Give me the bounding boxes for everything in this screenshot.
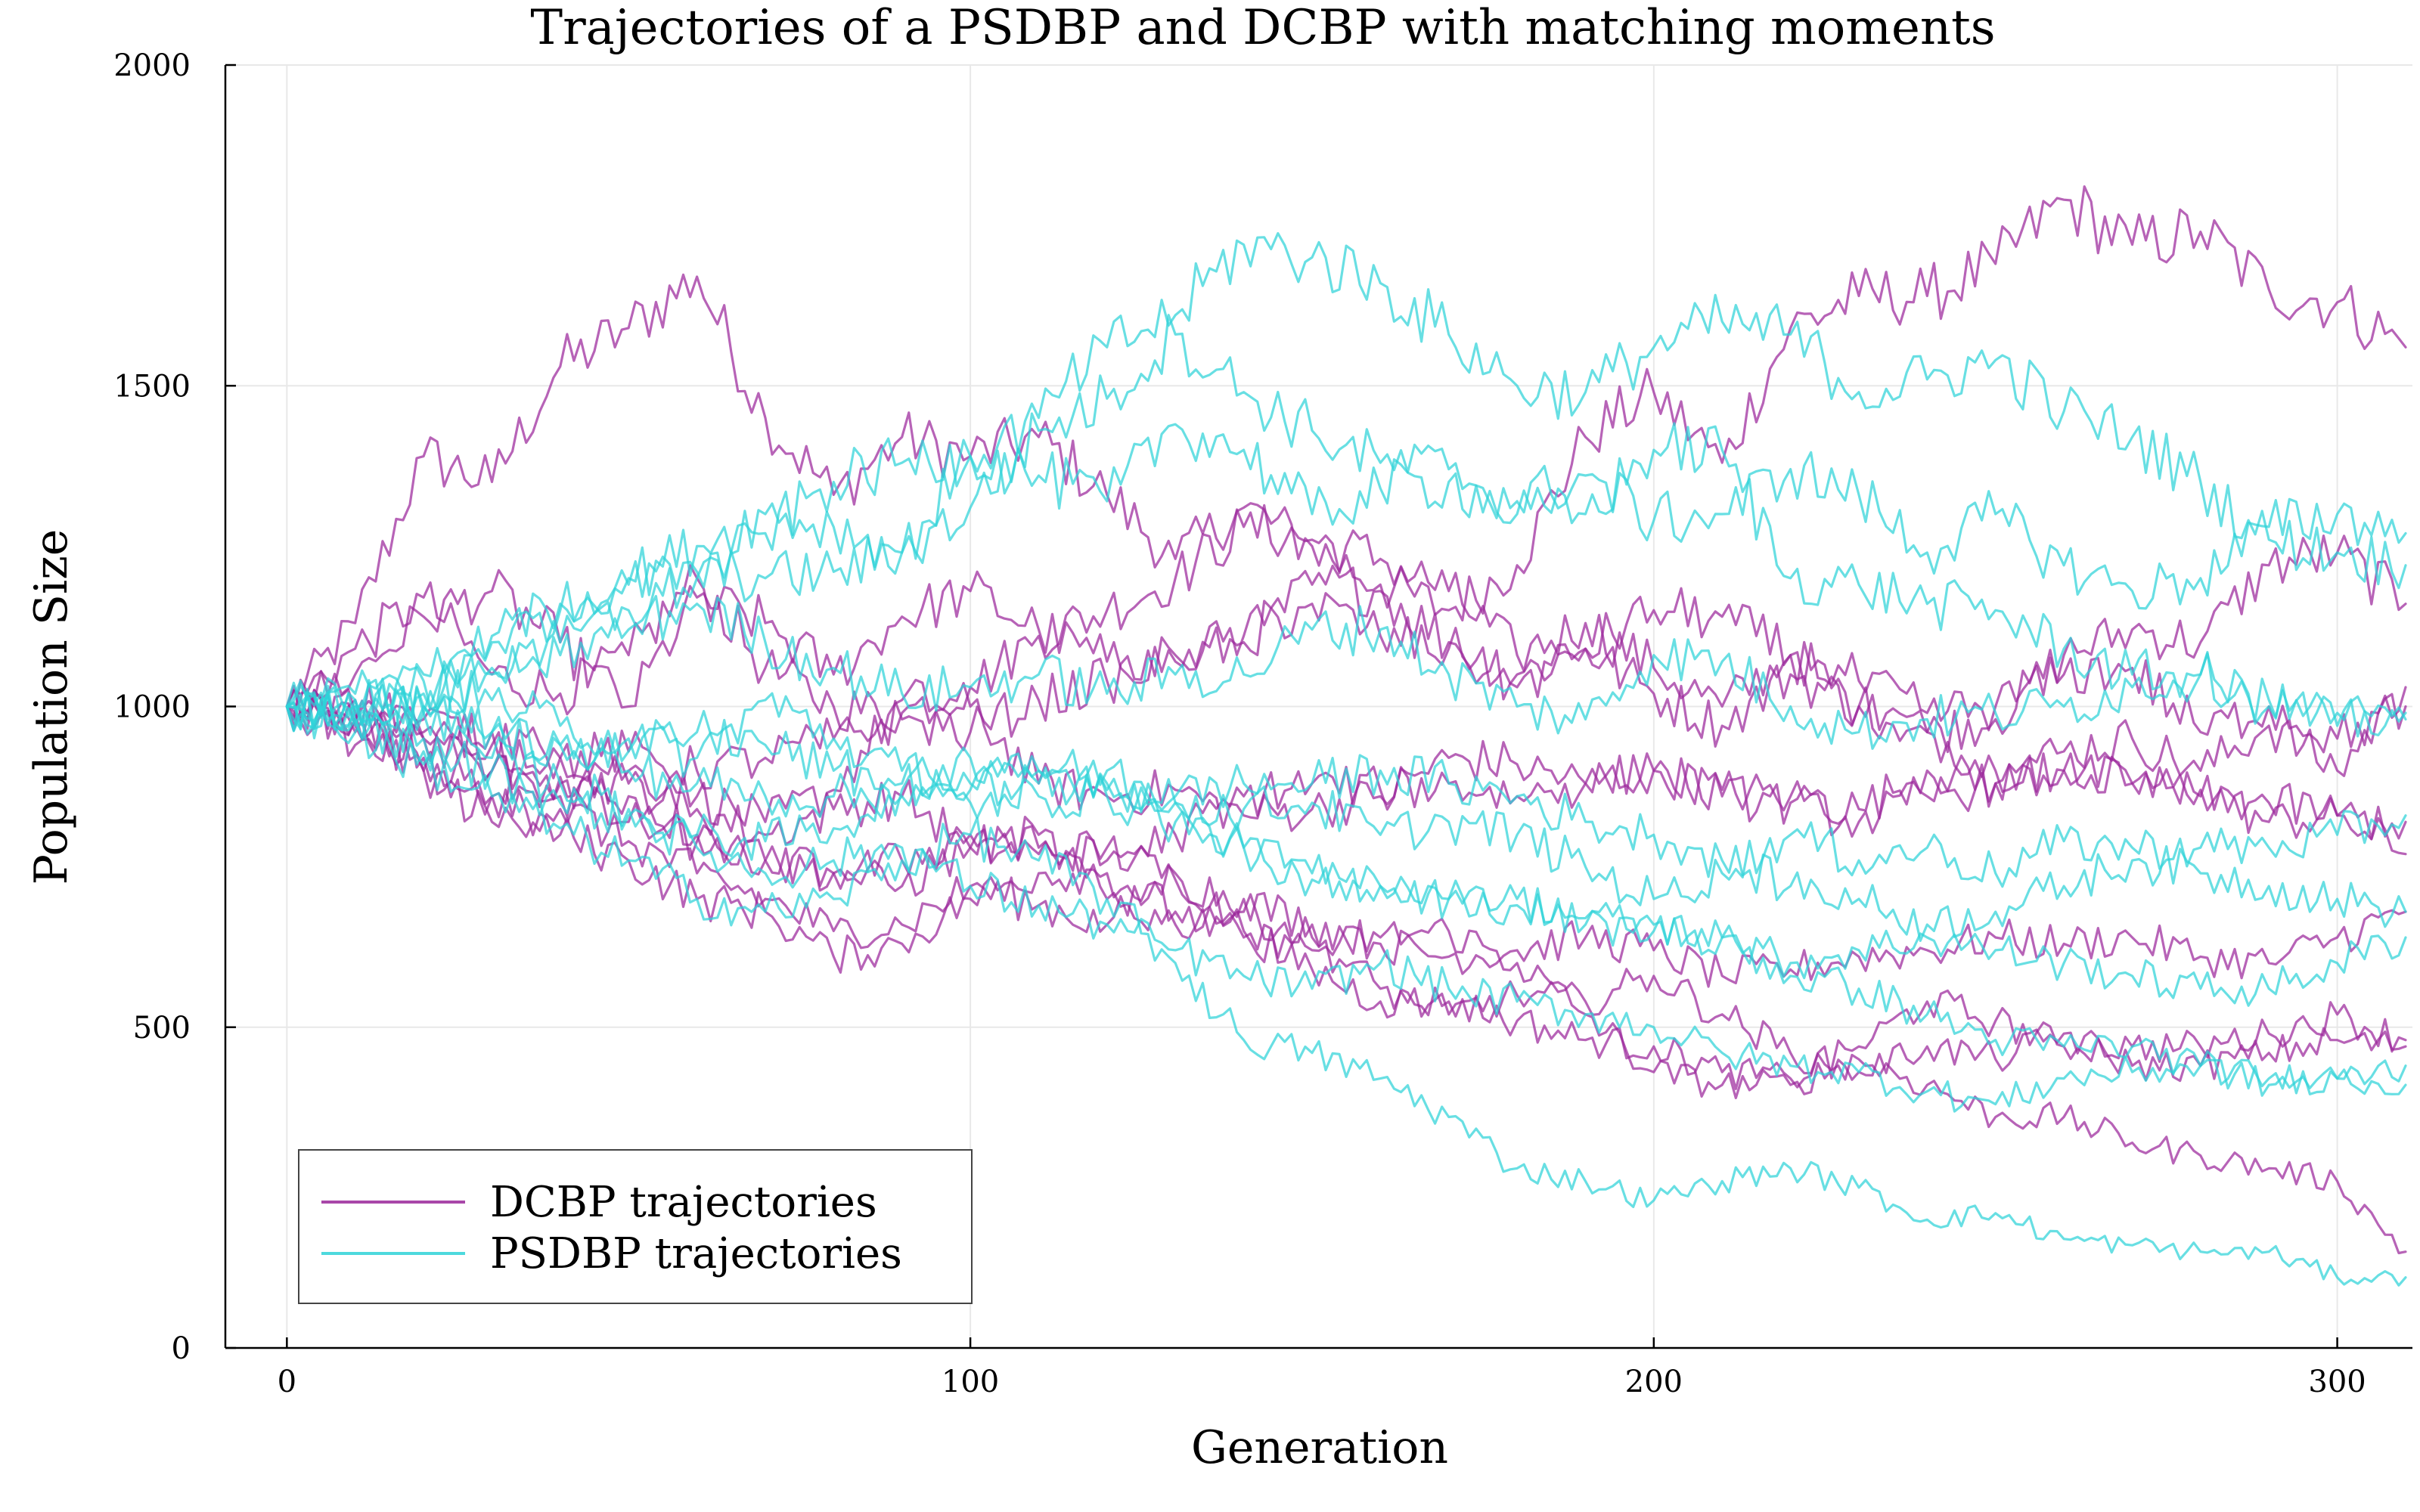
legend-label-dcbp: DCBP trajectories [490, 1178, 877, 1227]
psdbp-trajectory-3 [285, 422, 2407, 731]
axes [224, 64, 2412, 1349]
dcbp-trajectory-3 [285, 564, 2407, 793]
legend: DCBP trajectories PSDBP trajectories [298, 1149, 973, 1304]
psdbp-trajectory-2 [285, 314, 2407, 733]
chart-title: Trajectories of a PSDBP and DCBP with ma… [530, 0, 1995, 56]
y-tick-label-0: 0 [172, 1331, 191, 1366]
x-tick-label-200: 200 [1625, 1365, 1683, 1399]
legend-label-psdbp: PSDBP trajectories [490, 1229, 902, 1278]
psdbp-trajectory-6 [285, 692, 2407, 1007]
dcbp-trajectory-7 [285, 705, 2407, 1255]
legend-box [298, 1149, 973, 1304]
dcbp-trajectory-9 [285, 587, 2407, 790]
y-tick-label-1500: 1500 [113, 369, 191, 404]
dcbp-trajectory-10 [285, 689, 2407, 890]
psdbp-trajectory-10 [285, 685, 2407, 942]
y-tick-label-1000: 1000 [113, 690, 191, 725]
dcbp-trajectory-5 [285, 694, 2407, 988]
x-tick-label-300: 300 [2308, 1365, 2366, 1399]
y-axis-label: Population Size [25, 529, 78, 885]
psdbp-trajectory-4 [285, 594, 2407, 750]
y-tick-label-2000: 2000 [113, 48, 191, 83]
x-tick-label-100: 100 [942, 1365, 999, 1399]
psdbp-trajectory-5 [285, 665, 2407, 906]
y-tick-label-500: 500 [133, 1011, 191, 1046]
dcbp-trajectory-1 [285, 185, 2407, 708]
psdbp-trajectory-8 [285, 687, 2407, 1113]
x-axis-label: Generation [1191, 1421, 1448, 1474]
psdbp-trajectory-1 [285, 232, 2407, 716]
plot-series [285, 185, 2407, 1287]
tick-labels: 0 100 200 300 0 500 1000 1500 2000 [113, 48, 2366, 1399]
psdbp-trajectory-7 [285, 705, 2407, 1287]
psdbp-trajectory-9 [285, 677, 2407, 1095]
x-tick-label-0: 0 [278, 1365, 296, 1399]
